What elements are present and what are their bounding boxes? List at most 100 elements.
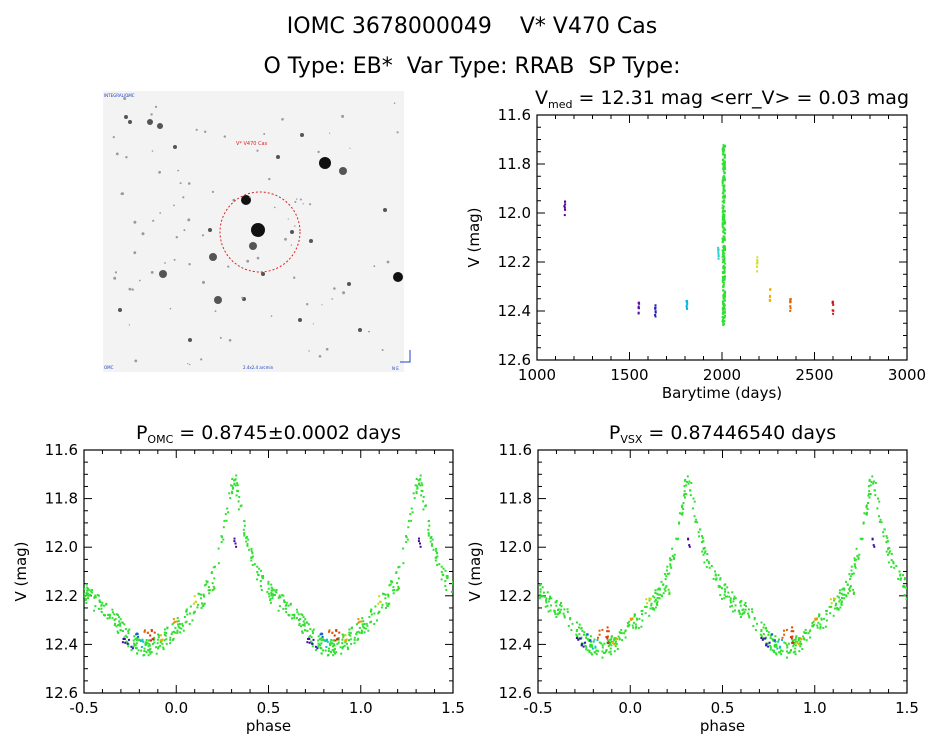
- data-point: [744, 602, 747, 604]
- data-point: [795, 636, 798, 639]
- data-point: [384, 593, 387, 596]
- data-point: [838, 596, 840, 599]
- data-point: [126, 642, 129, 645]
- lightcurve-title: Vmed = 12.31 mag <err_V> = 0.03 mag: [535, 87, 909, 111]
- data-point: [854, 565, 856, 568]
- data-point: [166, 627, 169, 630]
- data-point: [825, 613, 828, 616]
- data-point: [871, 538, 874, 541]
- data-point: [147, 645, 150, 648]
- data-point: [664, 578, 667, 581]
- data-point: [687, 482, 690, 485]
- data-point: [795, 635, 798, 638]
- data-point: [794, 638, 797, 641]
- data-point: [296, 616, 298, 619]
- data-point: [680, 513, 683, 515]
- data-point: [613, 637, 616, 640]
- data-point: [390, 580, 392, 583]
- faint-star: [294, 225, 296, 227]
- data-point: [717, 251, 720, 254]
- data-point: [721, 206, 724, 209]
- data-point: [863, 512, 866, 515]
- data-point: [146, 631, 149, 634]
- faint-star: [349, 147, 351, 149]
- data-point: [905, 597, 907, 600]
- data-point: [234, 484, 237, 487]
- data-point: [539, 583, 542, 586]
- faint-star: [150, 271, 154, 274]
- data-point: [271, 592, 274, 595]
- data-point: [890, 565, 893, 568]
- data-point: [722, 276, 725, 279]
- data-point: [707, 560, 710, 563]
- data-point: [369, 621, 372, 624]
- data-point: [582, 633, 585, 636]
- faint-star: [241, 296, 244, 299]
- data-point: [724, 588, 727, 591]
- data-point: [275, 591, 278, 594]
- data-point: [362, 620, 365, 623]
- data-point: [378, 610, 381, 613]
- phase-vsx-points: [538, 475, 907, 659]
- data-point: [792, 651, 795, 654]
- data-point: [317, 642, 320, 645]
- data-point: [591, 647, 594, 650]
- data-point: [393, 589, 396, 591]
- data-point: [388, 584, 391, 587]
- data-point: [721, 249, 724, 252]
- phase-vsx-ylabel: V (mag): [466, 541, 484, 601]
- data-point: [582, 642, 585, 645]
- data-point: [243, 524, 246, 527]
- data-point: [317, 639, 320, 642]
- data-point: [637, 305, 640, 308]
- data-point: [745, 605, 747, 608]
- data-point: [822, 626, 825, 629]
- data-point: [541, 586, 544, 589]
- data-point: [722, 164, 725, 167]
- data-point: [415, 492, 418, 495]
- data-point: [903, 585, 906, 588]
- data-point: [620, 628, 623, 631]
- data-point: [94, 605, 97, 608]
- data-point: [789, 636, 792, 639]
- data-point: [608, 643, 611, 646]
- finder-scale-label: 2.4x2.4 arcmin: [243, 365, 274, 370]
- data-point: [226, 507, 229, 510]
- data-point: [723, 257, 726, 259]
- data-point: [759, 633, 762, 636]
- data-point: [798, 650, 801, 653]
- ytick-label: 11.8: [45, 490, 78, 508]
- data-point: [136, 652, 139, 655]
- data-point: [841, 600, 843, 603]
- data-point: [656, 592, 659, 595]
- phase-vsx-chart: PVSX = 0.87446540 days11.611.812.012.212…: [466, 422, 919, 735]
- data-point: [862, 522, 865, 525]
- data-point: [788, 651, 791, 654]
- data-point: [872, 480, 875, 483]
- star: [209, 253, 217, 261]
- data-point: [396, 582, 399, 585]
- data-point: [170, 633, 173, 636]
- faint-star: [308, 350, 310, 352]
- data-point: [357, 630, 360, 633]
- data-point: [724, 228, 727, 231]
- data-point: [892, 560, 895, 563]
- data-point: [256, 565, 259, 568]
- data-point: [396, 589, 399, 592]
- data-point: [97, 594, 100, 597]
- data-point: [157, 645, 160, 648]
- data-point: [614, 637, 617, 640]
- data-point: [654, 599, 657, 601]
- data-point: [571, 622, 574, 625]
- data-point: [581, 643, 583, 646]
- data-point: [250, 547, 253, 550]
- data-point: [708, 566, 711, 569]
- data-point: [722, 170, 725, 173]
- data-point: [597, 636, 599, 639]
- data-point: [722, 167, 725, 170]
- data-point: [548, 598, 551, 600]
- faint-star: [331, 298, 334, 300]
- data-point: [575, 633, 578, 636]
- data-point: [723, 236, 726, 239]
- data-point: [270, 583, 273, 586]
